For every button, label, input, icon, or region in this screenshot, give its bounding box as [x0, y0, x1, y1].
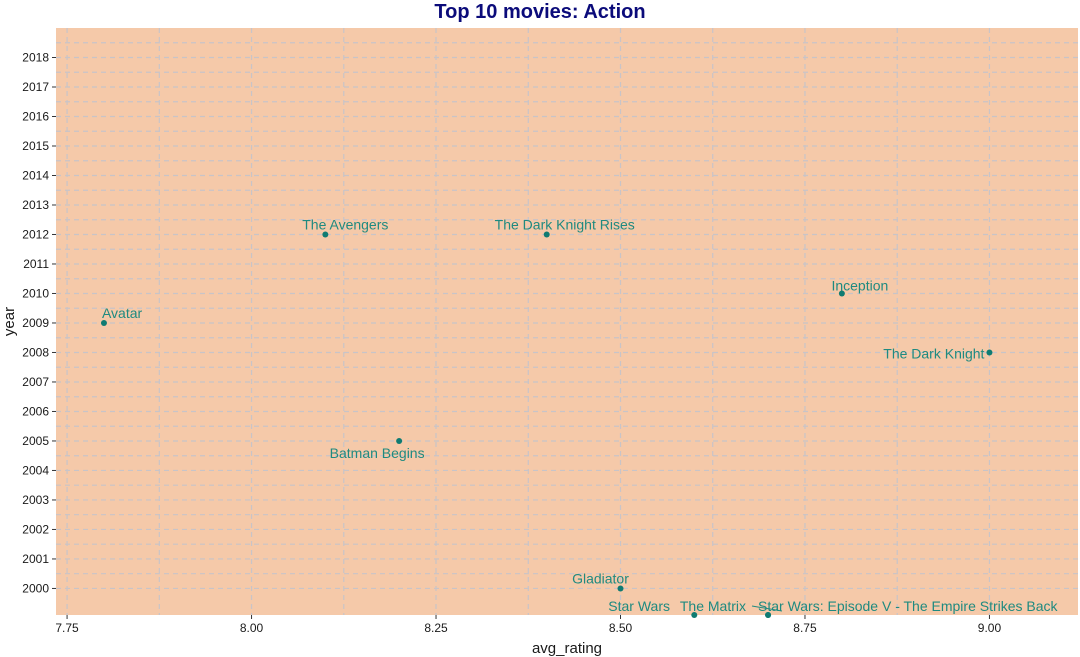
y-tick-label: 2011: [23, 257, 49, 271]
data-point: [396, 437, 403, 444]
x-tick-label: 8.00: [240, 621, 264, 635]
grid-lines: [56, 28, 1078, 615]
data-label: Star Wars: Episode V - The Empire Strike…: [758, 598, 1059, 614]
y-tick-label: 2017: [22, 80, 49, 94]
data-point: [617, 585, 624, 592]
y-tick-label: 2004: [22, 463, 49, 477]
y-tick-label: 2008: [22, 345, 49, 359]
data-label: The Dark Knight: [883, 345, 984, 361]
data-point: [543, 231, 550, 238]
y-tick-label: 2015: [22, 139, 49, 153]
plot-panel: [56, 28, 1078, 615]
x-axis-title: avg_rating: [532, 640, 602, 657]
y-tick-label: 2000: [22, 581, 49, 595]
axes: 7.75 8.00 8.25 8.50 8.75 9.00 2000 2001 2002 2003…: [22, 50, 1001, 635]
x-tick-label: 7.75: [55, 621, 79, 635]
x-tick-label: 8.50: [609, 621, 633, 635]
y-tick-label: 2016: [22, 109, 49, 123]
data-label: Inception: [831, 277, 888, 293]
data-label: Avatar: [102, 305, 143, 321]
y-tick-label: 2013: [22, 198, 49, 212]
y-tick-label: 2006: [22, 404, 49, 418]
y-tick-label: 2014: [22, 168, 49, 182]
data-point: [838, 290, 845, 297]
data-points: [100, 231, 993, 618]
data-label: The Matrix: [680, 598, 746, 614]
y-tick-label: 2005: [22, 434, 49, 448]
label-connector: [751, 605, 783, 612]
data-point: [986, 349, 993, 356]
y-axis-title: year: [1, 307, 18, 336]
x-tick-label: 8.75: [793, 621, 817, 635]
chart-title: Top 10 movies: Action: [434, 1, 646, 23]
data-labels: Avatar The Avengers The Dark Knight Rises B…: [102, 216, 1059, 614]
y-tick-label: 2002: [22, 522, 49, 536]
data-label: Star Wars: [608, 598, 670, 614]
y-tick-label: 2003: [22, 493, 49, 507]
y-tick-label: 2012: [22, 227, 49, 241]
data-label: Gladiator: [572, 570, 629, 586]
x-tick-label: 9.00: [978, 621, 1002, 635]
data-point: [100, 319, 107, 326]
data-label: The Dark Knight Rises: [495, 216, 635, 232]
data-label: The Avengers: [302, 216, 388, 232]
data-point: [765, 612, 772, 618]
data-point: [691, 612, 698, 618]
data-point: [322, 231, 329, 238]
y-tick-label: 2001: [22, 552, 49, 566]
y-tick-label: 2009: [22, 316, 49, 330]
data-label: Batman Begins: [330, 445, 425, 461]
x-tick-label: 8.25: [424, 621, 448, 635]
y-tick-label: 2018: [22, 50, 49, 64]
y-tick-label: 2007: [22, 375, 49, 389]
y-tick-label: 2010: [22, 286, 49, 300]
